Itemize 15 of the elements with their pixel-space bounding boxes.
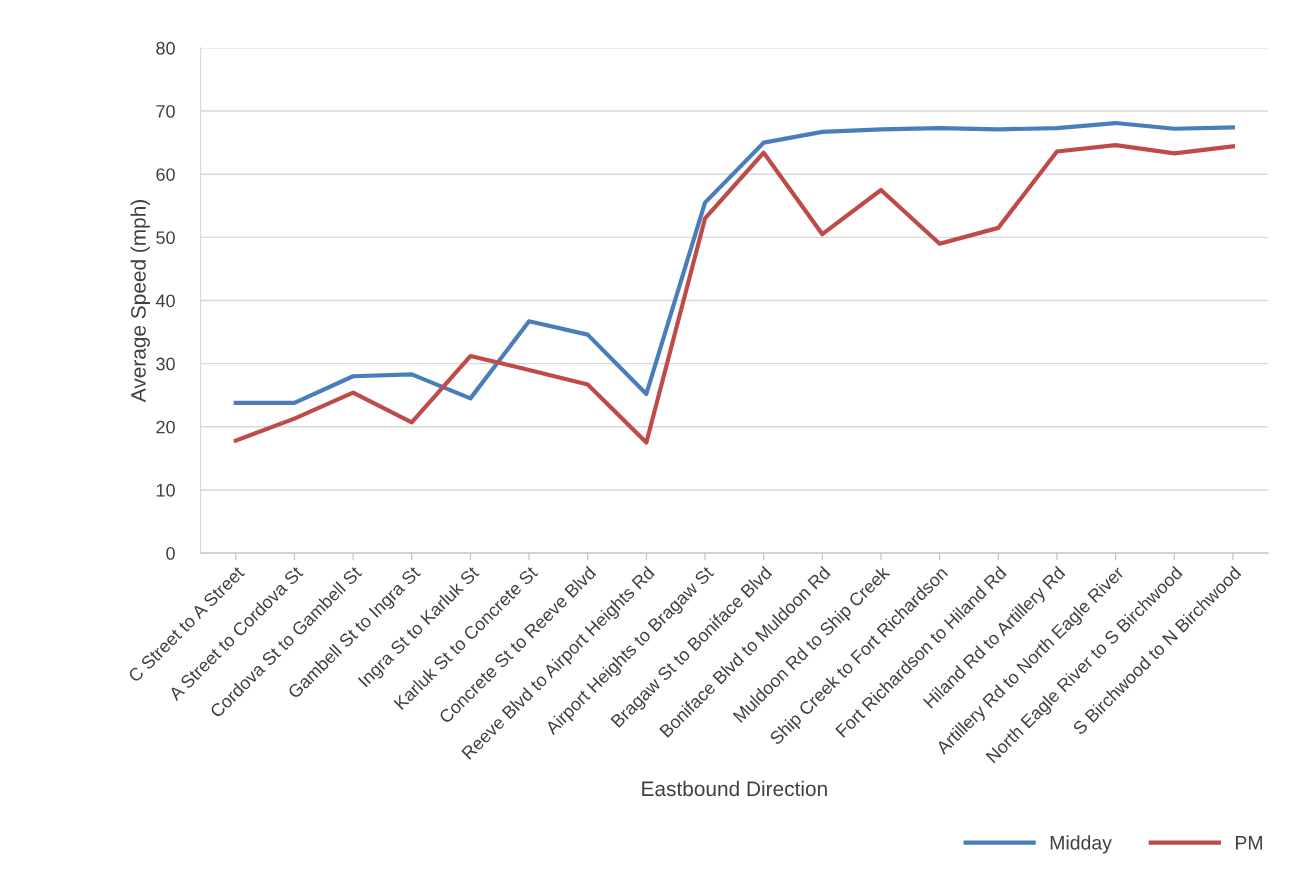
legend-label: PM (1235, 836, 1262, 850)
y-tick-label: 40 (155, 294, 175, 308)
line-series (233, 120, 1236, 405)
y-tick-label: 30 (156, 357, 175, 371)
y-tick-label: 20 (156, 420, 175, 434)
y-tick-label: 80 (156, 41, 175, 55)
y-tick-label: 10 (156, 483, 175, 497)
y-tick-label: 0 (166, 547, 175, 560)
x-axis-title: Eastbound Direction (642, 780, 827, 797)
legend-label: Midday (1050, 835, 1112, 854)
line-series (233, 143, 1236, 445)
y-axis-title: Average Speed (mph) (130, 200, 150, 403)
y-tick-label: 70 (156, 104, 175, 118)
y-tick-label: 50 (156, 231, 175, 245)
y-tick-label: 60 (156, 168, 175, 181)
